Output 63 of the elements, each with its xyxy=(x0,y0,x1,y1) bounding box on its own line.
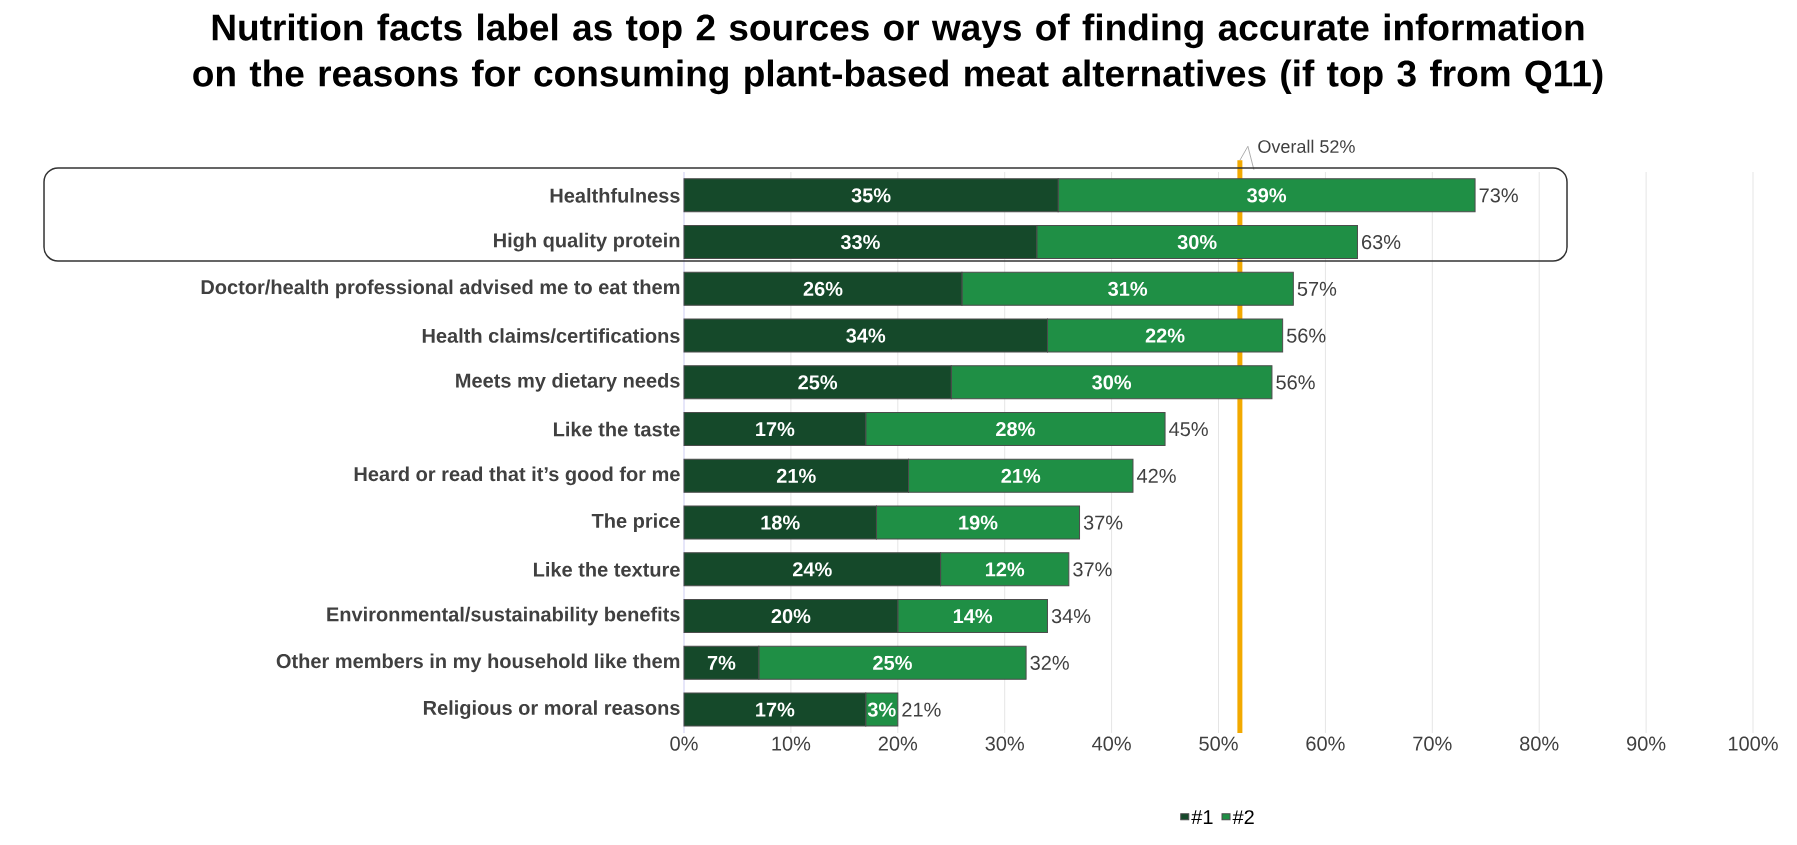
x-tick-label: 50% xyxy=(1199,736,1238,751)
x-tick-label: 0% xyxy=(670,736,698,751)
total-label: 45% xyxy=(1169,422,1208,437)
y-tick-label: The price xyxy=(591,513,680,532)
total-label: 56% xyxy=(1286,328,1326,343)
ref-line-label: Overall 52% xyxy=(1258,139,1355,153)
x-tick-label: 10% xyxy=(772,736,811,751)
data-label: 20% xyxy=(771,609,811,624)
data-label: 3% xyxy=(867,702,896,717)
data-label: 39% xyxy=(1247,188,1287,203)
data-label: 34% xyxy=(846,328,886,343)
x-tick-label: 60% xyxy=(1306,736,1345,751)
y-tick-label: Heard or read that it’s good for me xyxy=(354,466,680,486)
total-label: 63% xyxy=(1362,235,1401,250)
x-tick-label: 40% xyxy=(1092,736,1131,751)
data-label: 7% xyxy=(707,655,736,670)
legend-label: #1 xyxy=(1191,810,1213,824)
data-label: 21% xyxy=(1001,468,1041,483)
chart-title: Nutrition facts label as top 2 sources or ways of finding accurate information on the reasons for consuming plant-based meat alternatives (if top 3 from Q11) xyxy=(193,13,1603,95)
total-label: 34% xyxy=(1051,609,1091,624)
y-tick-label: Like the taste xyxy=(553,421,680,437)
data-label: 33% xyxy=(840,235,880,250)
y-tick-label: Doctor/health professional advised me to eat them xyxy=(201,279,680,299)
data-label: 21% xyxy=(776,468,816,483)
y-tick-label: Like the texture xyxy=(533,562,680,577)
data-label: 30% xyxy=(1177,235,1217,250)
legend-label: #2 xyxy=(1232,810,1254,825)
data-label: 12% xyxy=(985,562,1025,577)
data-label: 22% xyxy=(1145,328,1185,343)
data-label: 35% xyxy=(851,188,891,203)
data-label: 17% xyxy=(756,422,795,437)
x-tick-label: 20% xyxy=(878,736,918,751)
y-tick-label: Healthfulness xyxy=(550,188,680,203)
data-label: 25% xyxy=(798,375,838,390)
data-label: 31% xyxy=(1108,281,1148,296)
total-label: 37% xyxy=(1073,562,1112,577)
x-tick-label: 90% xyxy=(1627,736,1666,751)
data-label: 24% xyxy=(792,562,832,577)
x-tick-label: 70% xyxy=(1413,736,1452,751)
y-tick-label: Religious or moral reasons xyxy=(423,700,680,719)
data-label: 18% xyxy=(761,515,800,530)
data-label: 26% xyxy=(803,281,843,296)
total-label: 21% xyxy=(902,702,941,717)
data-label: 19% xyxy=(959,515,998,530)
data-label: 14% xyxy=(953,609,993,624)
total-label: 73% xyxy=(1479,188,1518,203)
total-label: 56% xyxy=(1276,375,1315,390)
data-label: 28% xyxy=(996,422,1035,437)
data-label: 17% xyxy=(756,702,795,717)
y-tick-label: Environmental/sustainability benefits xyxy=(327,606,680,626)
total-label: 57% xyxy=(1297,281,1337,296)
x-tick-label: 80% xyxy=(1520,736,1559,751)
data-label: 25% xyxy=(873,655,912,670)
y-tick-label: High quality protein xyxy=(494,232,680,252)
data-label: 30% xyxy=(1092,375,1132,390)
x-tick-label: 30% xyxy=(985,736,1024,751)
x-tick-label: 100% xyxy=(1728,736,1778,751)
total-label: 32% xyxy=(1030,655,1069,670)
total-label: 37% xyxy=(1083,515,1123,530)
total-label: 42% xyxy=(1136,468,1176,483)
y-tick-label: Other members in my household like them xyxy=(276,653,680,673)
y-tick-label: Health claims/certifications xyxy=(422,328,680,344)
y-tick-label: Meets my dietary needs xyxy=(456,373,680,392)
